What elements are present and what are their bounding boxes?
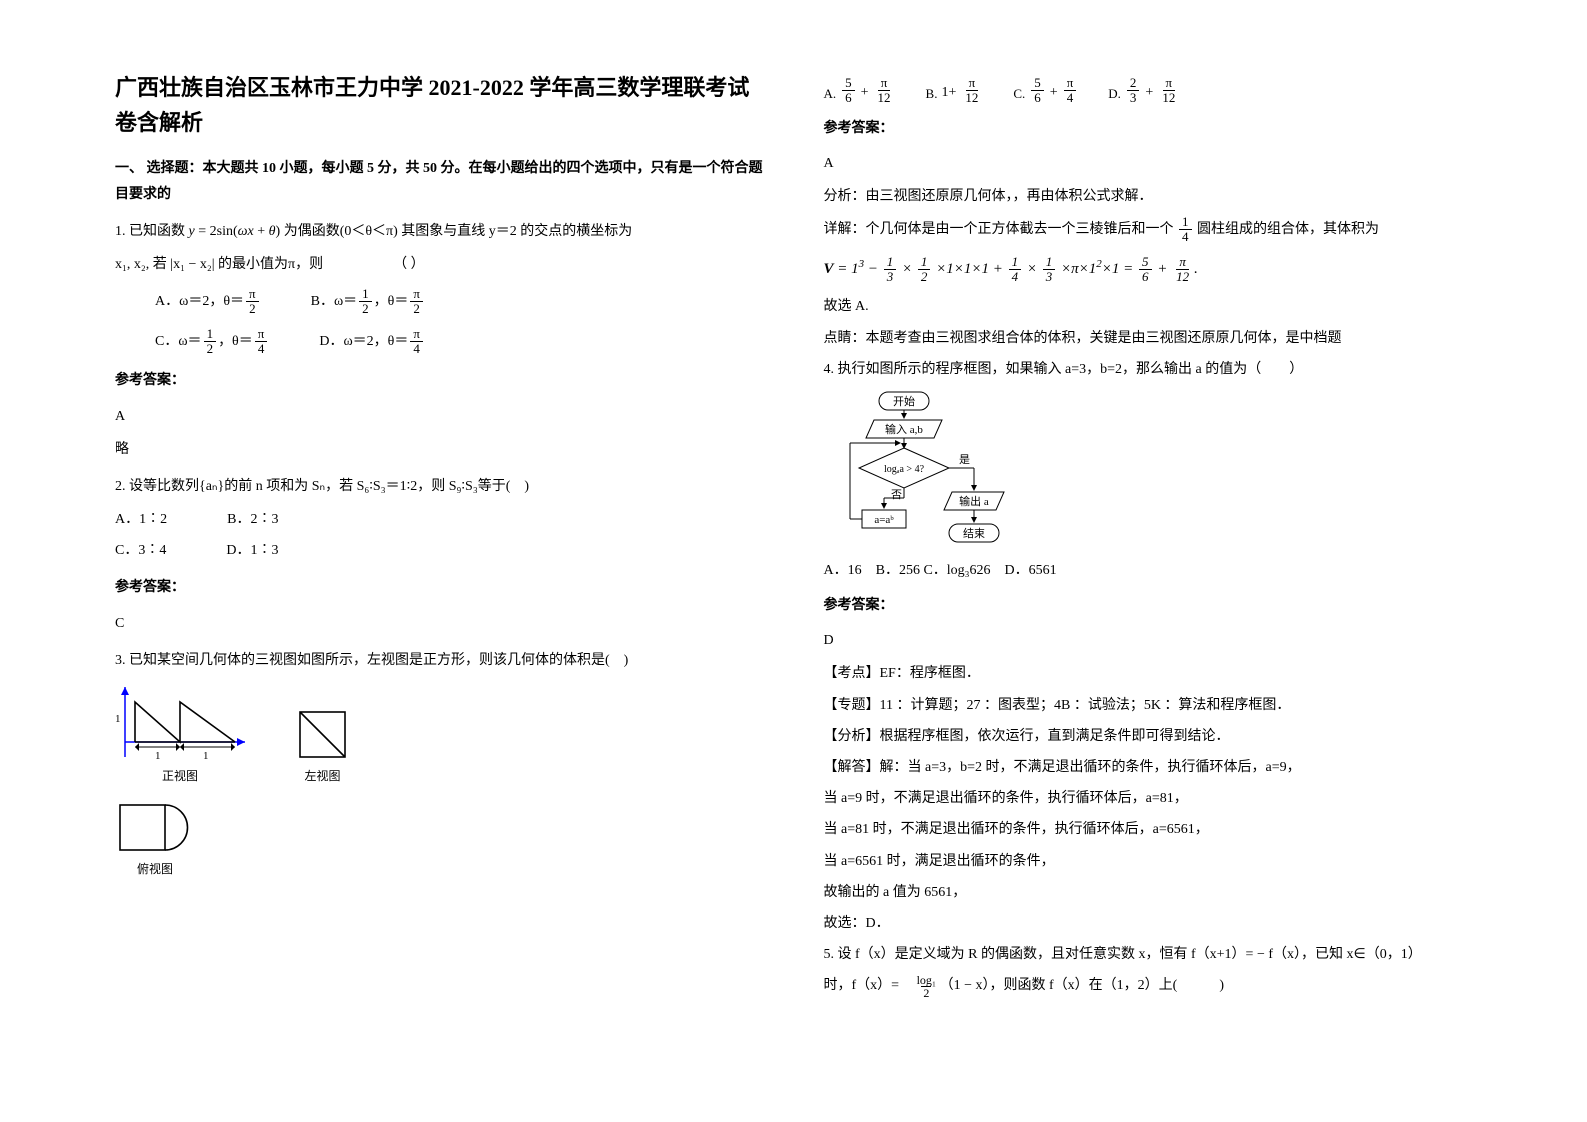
flowchart-svg: 开始 输入 a,b logₐa > 4? 是 输出 a 结束 否 — [844, 390, 1024, 550]
top-view-label: 俯视图 — [137, 859, 173, 881]
question-1: 1. 已知函数 y = 2sin(ωx + θ) 为偶函数(0＜θ＜π) 其图象… — [115, 219, 764, 357]
left-view: 左视图 — [295, 707, 350, 788]
flow-input: 输入 a,b — [885, 422, 923, 436]
q4-text: 4. 执行如图所示的程序框图，如果输入 a=3，b=2，那么输出 a 的值为（ … — [824, 357, 1473, 382]
q2-text: 2. 设等比数列{aₙ}的前 n 项和为 Sₙ，若 S₆∶S₃＝1∶2，则 S₉… — [115, 474, 764, 499]
q3-opt-b: B. 1+π12 — [926, 76, 984, 106]
right-column: A. 56+π12 B. 1+π12 C. 56+π4 D. 23+π12 参考… — [794, 70, 1493, 1092]
q4-answer: D — [824, 628, 1473, 653]
q4-fenxi: 【分析】根据程序框图，依次运行，直到满足条件即可得到结论． — [824, 724, 1473, 749]
left-view-label: 左视图 — [304, 766, 340, 788]
q5-text: 5. 设 f（x）是定义域为 R 的偶函数，且对任意实数 x，恒有 f（x+1）… — [824, 942, 1473, 967]
question-2: 2. 设等比数列{aₙ}的前 n 项和为 Sₙ，若 S₆∶S₃＝1∶2，则 S₉… — [115, 474, 764, 564]
q1-opt-a: A．ω＝2，θ＝π2 — [155, 287, 261, 317]
q3-analysis: 分析：由三视图还原原几何体，，再由体积公式求解． — [824, 184, 1473, 209]
q3-answer: A — [824, 151, 1473, 176]
q3-text: 3. 已知某空间几何体的三视图如图所示，左视图是正方形，则该几何体的体积是( ) — [115, 648, 764, 673]
svg-text:1: 1 — [203, 750, 209, 762]
q3-opt-d: D. 23+π12 — [1108, 76, 1180, 106]
top-view: 俯视图 — [115, 800, 195, 881]
q1-opt-b: B．ω＝12，θ＝π2 — [311, 287, 425, 317]
left-view-svg — [295, 707, 350, 762]
section-header: 一、 选择题：本大题共 10 小题，每小题 5 分，共 50 分。在每小题给出的… — [115, 156, 764, 206]
front-view-label: 正视图 — [162, 766, 198, 788]
flow-cond: logₐa > 4? — [883, 464, 924, 475]
q4-jieda2: 当 a=9 时，不满足退出循环的条件，执行循环体后，a=81， — [824, 786, 1473, 811]
flow-assign: a=aᵇ — [874, 514, 894, 526]
q1-options-row2: C．ω＝12，θ＝π4 D．ω＝2，θ＝π4 — [155, 327, 764, 357]
q2-answer-label: 参考答案： — [115, 575, 764, 600]
q4-jieda5: 故输出的 a 值为 6561， — [824, 880, 1473, 905]
question-3: 3. 已知某空间几何体的三视图如图所示，左视图是正方形，则该几何体的体积是( )… — [115, 648, 764, 884]
q1-options-row1: A．ω＝2，θ＝π2 B．ω＝12，θ＝π2 — [155, 287, 764, 317]
q3-pick: 故选 A. — [824, 294, 1473, 319]
q4-jieda1: 【解答】解：当 a=3，b=2 时，不满足退出循环的条件，执行循环体后，a=9， — [824, 755, 1473, 780]
q2-opts-row1: A．1∶2 B．2∶3 — [115, 507, 764, 532]
q5-line2: 时，f（x）= log₁ 2 （1 − x），则函数 f（x）在（1，2）上( … — [824, 973, 1473, 998]
flow-end: 结束 — [963, 527, 985, 540]
q1-line1: 1. 已知函数 y = 2sin(ωx + θ) 为偶函数(0＜θ＜π) 其图象… — [115, 219, 764, 244]
q2-answer: C — [115, 611, 764, 636]
doc-title: 广西壮族自治区玉林市王力中学 2021-2022 学年高三数学理联考试卷含解析 — [115, 70, 764, 140]
q2-opt-b: B．2∶3 — [227, 507, 278, 532]
q1-brief: 略 — [115, 437, 764, 462]
q1-answer: A — [115, 404, 764, 429]
q4-kaodian: 【考点】EF：程序框图． — [824, 661, 1473, 686]
svg-text:1: 1 — [155, 750, 161, 762]
q4-jieda4: 当 a=6561 时，满足退出循环的条件， — [824, 849, 1473, 874]
q3-options: A. 56+π12 B. 1+π12 C. 56+π4 D. 23+π12 — [824, 76, 1473, 106]
flow-start: 开始 — [893, 394, 915, 408]
flowchart: 开始 输入 a,b logₐa > 4? 是 输出 a 结束 否 — [844, 390, 1473, 550]
q1-answer-label: 参考答案： — [115, 368, 764, 393]
q3-answer-label: 参考答案： — [824, 116, 1473, 141]
q3-opt-a: A. 56+π12 — [824, 76, 896, 106]
q2-opt-d: D．1∶3 — [226, 538, 278, 563]
front-view: 1 1 1 正视图 — [115, 687, 245, 788]
q2-opts-row2: C．3∶4 D．1∶3 — [115, 538, 764, 563]
q3-note: 点睛：本题考查由三视图求组合体的体积，关键是由三视图还原原几何体，是中档题 — [824, 326, 1473, 351]
q1-opt-d: D．ω＝2，θ＝π4 — [319, 327, 425, 357]
flow-no: 否 — [891, 489, 902, 501]
q2-opt-a: A．1∶2 — [115, 507, 167, 532]
q3-opt-c: C. 56+π4 — [1013, 76, 1078, 106]
q3-detail: 详解：个几何体是由一个正方体截去一个三棱锥后和一个 14 圆柱组成的组合体，其体… — [824, 215, 1473, 245]
q4-answer-label: 参考答案： — [824, 593, 1473, 618]
front-view-svg: 1 1 1 — [115, 687, 245, 762]
top-view-svg — [115, 800, 195, 855]
three-views: 1 1 1 正视图 — [115, 687, 764, 884]
q2-opt-c: C．3∶4 — [115, 538, 166, 563]
q3-formula: V = 13 − 13 × 12 ×1×1×1 + 14 × 13 ×π×12×… — [824, 255, 1473, 285]
left-column: 广西壮族自治区玉林市王力中学 2021-2022 学年高三数学理联考试卷含解析 … — [95, 70, 794, 1092]
q4-jieda6: 故选：D． — [824, 911, 1473, 936]
q1-line2: x₁, x₂, 若 |x₁ − x₂| 的最小值为π，则 （ ） — [115, 252, 764, 277]
q4-zhuanti: 【专题】11 ：计算题；27 ：图表型；4B ：试验法；5K ：算法和程序框图． — [824, 693, 1473, 718]
flow-yes: 是 — [959, 453, 970, 466]
q4-opts: A．16 B．256 C．log₃626 D．6561 — [824, 558, 1473, 583]
q1-opt-c: C．ω＝12，θ＝π4 — [155, 327, 269, 357]
svg-text:1: 1 — [115, 713, 121, 725]
q4-jieda3: 当 a=81 时，不满足退出循环的条件，执行循环体后，a=6561， — [824, 817, 1473, 842]
flow-output: 输出 a — [959, 494, 989, 508]
